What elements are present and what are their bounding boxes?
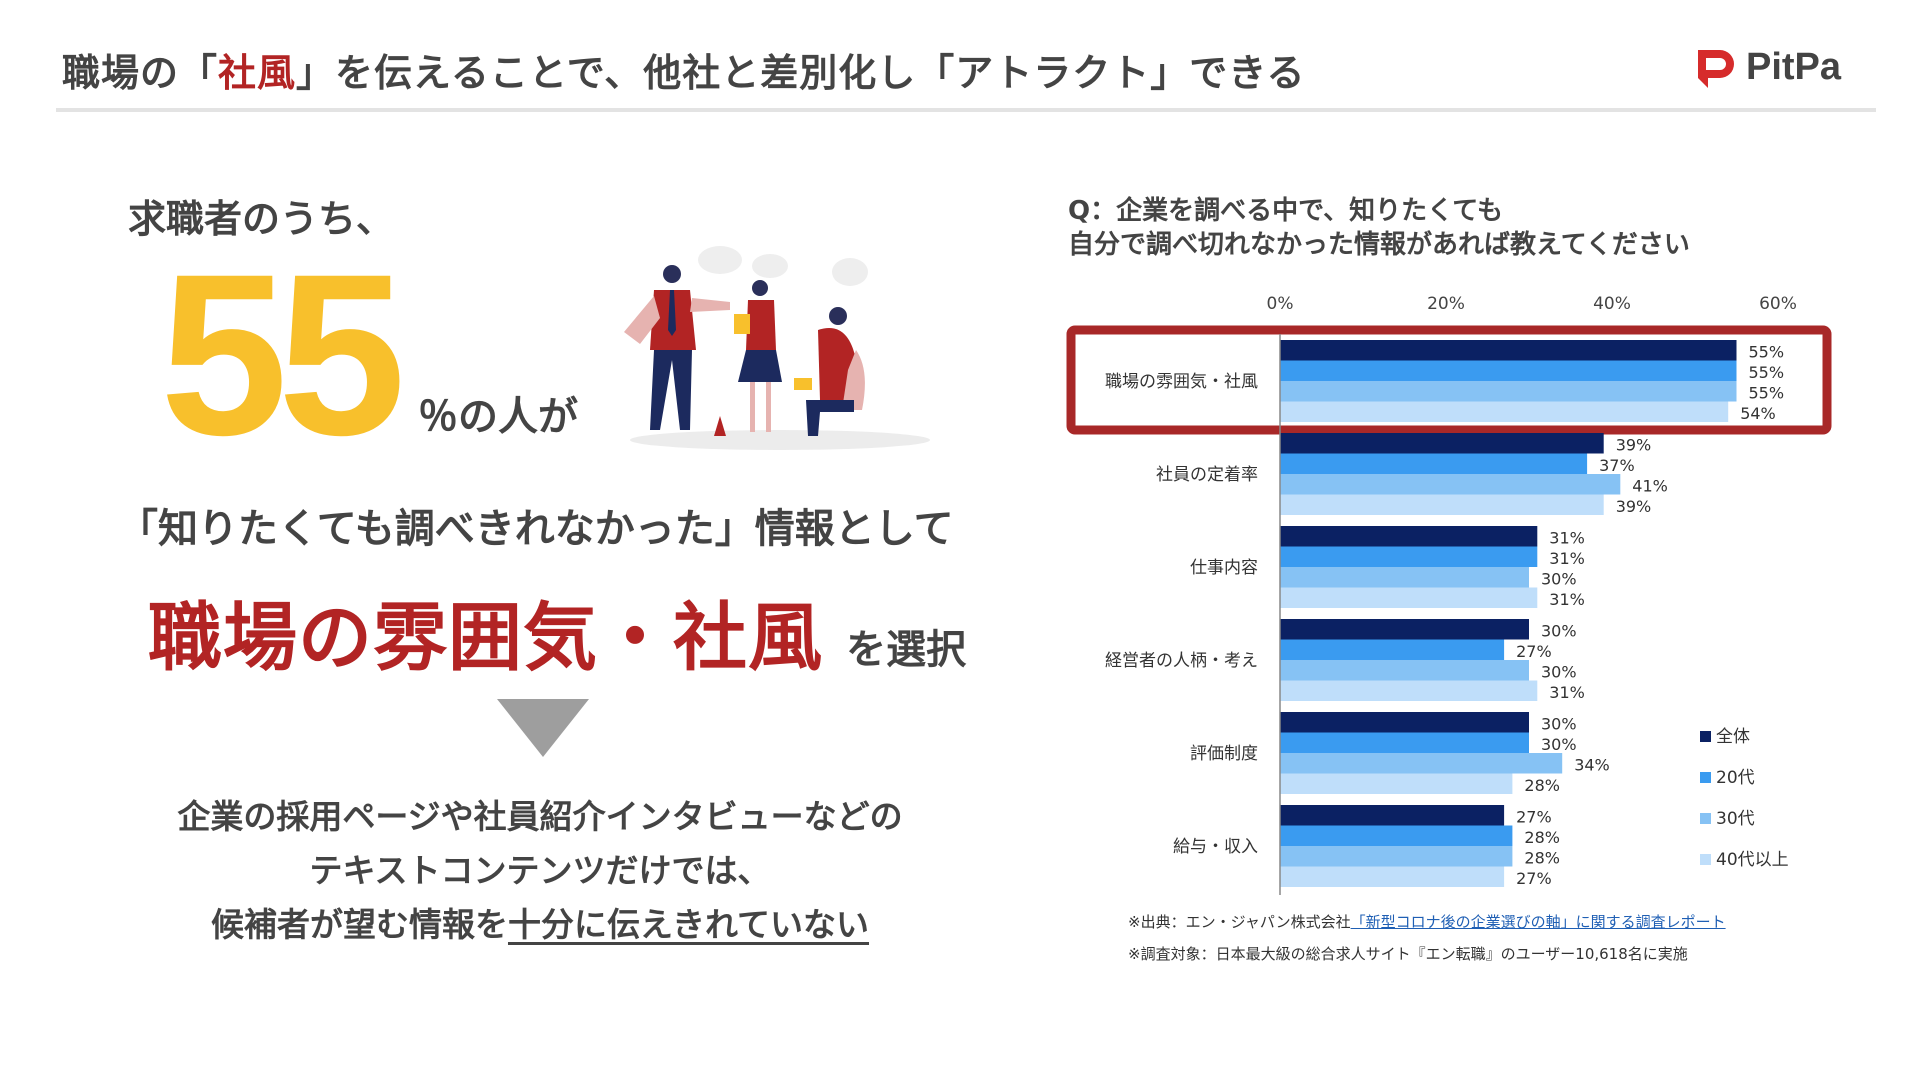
legend-label: 全体	[1716, 727, 1750, 747]
conclusion-line-1: 企業の採用ページや社員紹介インタビューなどの	[177, 797, 903, 836]
bar	[1280, 494, 1604, 515]
data-label: 27%	[1516, 642, 1552, 661]
category-label: 評価制度	[1190, 744, 1258, 764]
conclusion-line-2: テキストコンテンツだけでは、	[309, 851, 771, 890]
legend-swatch	[1700, 813, 1711, 824]
highlight-statement: 職場の雰囲気・社風 を選択	[148, 578, 966, 685]
category-label: 社員の定着率	[1156, 465, 1258, 485]
data-label: 39%	[1616, 497, 1652, 516]
data-label: 55%	[1749, 384, 1785, 403]
data-label: 31%	[1549, 590, 1585, 609]
data-label: 34%	[1574, 756, 1610, 775]
category-label: 経営者の人柄・考え	[1105, 651, 1258, 671]
bar	[1280, 453, 1588, 474]
source-line-1: ※出典：エン・ジャパン株式会社「新型コロナ後の企業選びの軸」に関する調査レポート	[1128, 906, 1726, 938]
bar	[1280, 526, 1538, 547]
page-title-prefix: 職場の「	[62, 51, 219, 95]
page-title: 職場の「社風」を伝えることで、他社と差別化し「アトラクト」できる	[62, 42, 1305, 97]
chart-question-line-2: 自分で調べ切れなかった情報があれば教えてください	[1068, 230, 1690, 260]
legend-label: 30代	[1716, 809, 1755, 829]
down-arrow-icon	[497, 699, 589, 757]
legend-label: 40代以上	[1716, 850, 1789, 870]
page-title-accent: 社風	[218, 51, 297, 95]
x-tick-label: 20%	[1427, 294, 1465, 314]
header-divider	[56, 108, 1876, 112]
data-label: 30%	[1541, 622, 1577, 641]
data-label: 31%	[1549, 683, 1585, 702]
bar	[1280, 401, 1729, 422]
data-label: 30%	[1541, 570, 1577, 589]
survey-bar-chart: 0% 20% 40% 60%職場の雰囲気・社風55%55%55%54%社員の定着率39…	[1066, 294, 1832, 895]
data-label: 30%	[1541, 715, 1577, 734]
data-label: 31%	[1549, 549, 1585, 568]
legend-swatch	[1700, 854, 1711, 865]
bar	[1280, 433, 1604, 454]
bar	[1280, 753, 1563, 774]
quote-line: 「知りたくても調べきれなかった」情報として	[118, 506, 954, 552]
brand-logo-icon	[1698, 50, 1734, 88]
bar	[1280, 660, 1529, 681]
bar	[1280, 381, 1737, 402]
data-label: 30%	[1541, 663, 1577, 682]
bar	[1280, 712, 1529, 733]
source-notes: ※出典：エン・ジャパン株式会社「新型コロナ後の企業選びの軸」に関する調査レポート…	[1128, 906, 1726, 970]
business-people-discussion-illustration	[624, 246, 930, 450]
data-label: 30%	[1541, 735, 1577, 754]
conclusion-line-3-prefix: 候補者が望む情報を	[210, 905, 508, 944]
page-title-suffix: 」を伝えることで、他社と差別化し「アトラクト」できる	[296, 51, 1306, 95]
data-label: 27%	[1516, 808, 1552, 827]
bar	[1280, 587, 1538, 608]
bar	[1280, 619, 1529, 640]
bar	[1280, 866, 1505, 887]
conclusion-text: 企業の採用ページや社員紹介インタビューなどの テキストコンテンツだけでは、 候補…	[100, 790, 980, 952]
highlight-frame	[1066, 325, 1832, 435]
bar	[1280, 805, 1505, 826]
big-percentage: 55	[160, 226, 406, 483]
bar	[1280, 773, 1513, 794]
category-label: 給与・収入	[1173, 837, 1258, 857]
bar	[1280, 340, 1737, 361]
source-line-2: ※調査対象：日本最大級の総合求人サイト『エン転職』のユーザー10,618名に実施	[1128, 945, 1688, 963]
data-label: 28%	[1524, 776, 1560, 795]
category-label: 仕事内容	[1190, 558, 1258, 578]
conclusion-line-3: 候補者が望む情報を十分に伝えきれていない	[100, 898, 980, 952]
data-label: 41%	[1632, 477, 1668, 496]
bar	[1280, 732, 1529, 753]
data-label: 28%	[1524, 828, 1560, 847]
data-label: 39%	[1616, 436, 1652, 455]
data-label: 31%	[1549, 529, 1585, 548]
source-report-link[interactable]: 「新型コロナ後の企業選びの軸」に関する調査レポート	[1350, 913, 1726, 931]
bar	[1280, 474, 1621, 495]
data-label: 28%	[1524, 849, 1560, 868]
brand-name: PitPa	[1746, 46, 1842, 88]
highlight-main: 職場の雰囲気・社風	[148, 595, 823, 681]
category-label: 職場の雰囲気・社風	[1105, 372, 1258, 392]
x-tick-label: 40%	[1593, 294, 1631, 314]
bar	[1280, 639, 1505, 660]
data-label: 54%	[1740, 404, 1776, 423]
chart-question-line-1: Q：企業を調べる中で、知りたくても	[1068, 196, 1503, 226]
big-percentage-suffix: ％の人が	[418, 394, 578, 440]
data-label: 55%	[1749, 363, 1785, 382]
chart-question: Q：企業を調べる中で、知りたくても 自分で調べ切れなかった情報があれば教えてくだ…	[1068, 194, 1690, 262]
highlight-sub: を選択	[846, 627, 967, 673]
bar	[1280, 825, 1513, 846]
x-tick-label: 0%	[1267, 294, 1294, 314]
bar	[1280, 546, 1538, 567]
bar	[1280, 567, 1529, 588]
legend-swatch	[1700, 731, 1711, 742]
bar	[1280, 846, 1513, 867]
legend-swatch	[1700, 772, 1711, 783]
bar	[1280, 680, 1538, 701]
lead-text: 求職者のうち、	[128, 197, 395, 241]
data-label: 37%	[1599, 456, 1635, 475]
conclusion-line-3-underlined: 十分に伝えきれていない	[507, 905, 870, 944]
brand-logo: PitPa	[1690, 44, 1860, 94]
legend-label: 20代	[1716, 768, 1755, 788]
data-label: 27%	[1516, 869, 1552, 888]
source-prefix: ※出典：エン・ジャパン株式会社	[1128, 913, 1351, 931]
bar	[1280, 360, 1737, 381]
data-label: 55%	[1749, 343, 1785, 362]
x-tick-label: 60%	[1759, 294, 1797, 314]
